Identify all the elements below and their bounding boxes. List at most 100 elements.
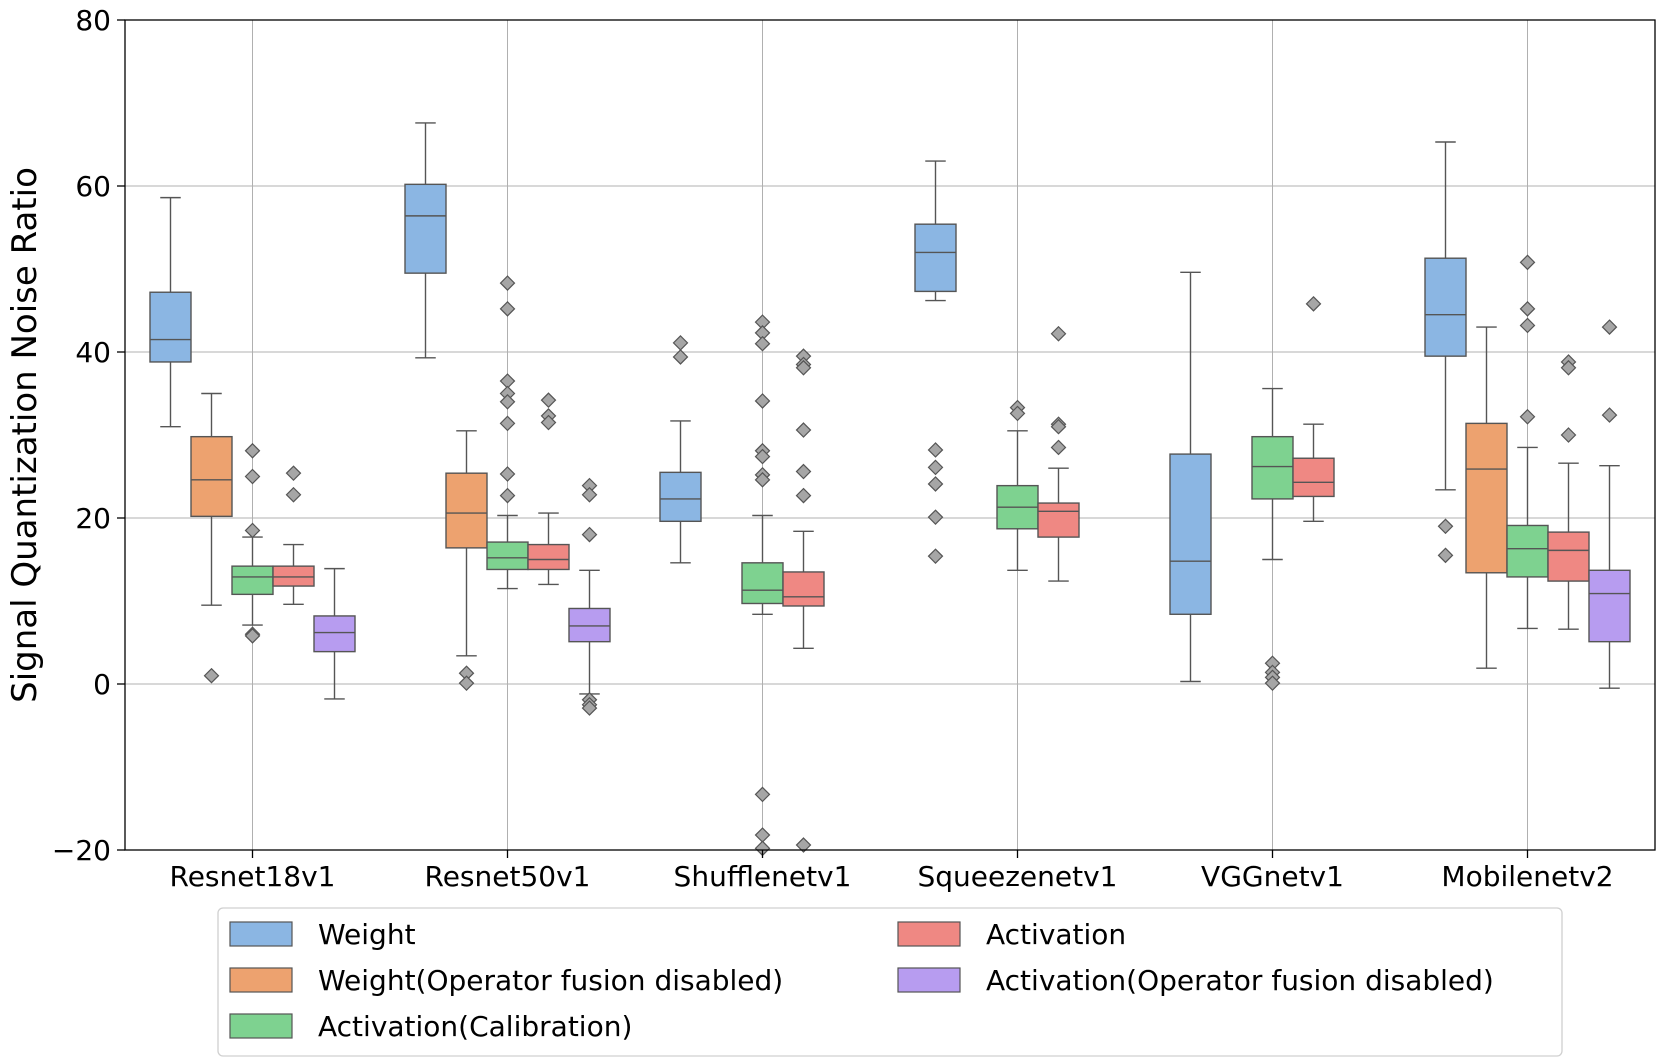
x-tick-label: Squeezenetv1	[917, 860, 1117, 893]
outlier-point	[244, 628, 261, 644]
x-tick-label: Resnet50v1	[425, 860, 591, 893]
box-mobilenetv2	[1506, 254, 1549, 630]
box-resnet50v1	[486, 275, 529, 590]
outlier-point	[1050, 439, 1067, 456]
y-tick-label: 60	[75, 170, 111, 203]
outlier-point	[1560, 359, 1577, 376]
y-axis-label: Signal Quantization Noise Ratio	[5, 167, 45, 703]
outlier-point	[1264, 675, 1281, 692]
y-tick-label: 40	[75, 336, 111, 369]
iqr-box	[1588, 569, 1631, 643]
iqr-box	[1037, 502, 1080, 538]
outlier-point	[672, 349, 689, 365]
outlier-point	[795, 359, 812, 376]
outlier-point	[1009, 405, 1026, 422]
outlier-point	[754, 393, 771, 409]
legend-swatch	[897, 967, 961, 993]
outlier-point	[927, 548, 944, 565]
outlier-point	[581, 700, 598, 716]
outlier-point	[754, 786, 771, 803]
outlier-point	[1519, 408, 1536, 425]
iqr-box	[1292, 457, 1335, 498]
outlier-point	[244, 522, 261, 539]
iqr-box	[914, 223, 957, 293]
outlier-point	[499, 466, 516, 482]
legend-frame	[217, 907, 1563, 1057]
box-mobilenetv2	[1547, 354, 1590, 630]
box-resnet18v1	[272, 465, 315, 606]
outlier-point	[795, 422, 812, 438]
outlier-point	[1305, 296, 1322, 312]
outlier-point	[1519, 254, 1536, 271]
outlier-point	[1519, 300, 1536, 317]
outlier-point	[244, 468, 261, 485]
outlier-point	[672, 335, 689, 351]
plot-frame	[124, 19, 1656, 851]
box-resnet18v1	[313, 567, 356, 700]
x-axis-ticks: Resnet18v1 Resnet50v1 Shufflenetv1 Squeezen…	[170, 850, 1614, 893]
outlier-point	[458, 675, 475, 692]
outlier-point	[1560, 427, 1577, 443]
box-mobilenetv2	[1465, 326, 1508, 669]
box-resnet50v1	[404, 122, 447, 359]
box-shufflenetv1	[741, 314, 784, 857]
y-tick-label: 80	[75, 4, 111, 37]
legend: Weight Weight(Operator fusion disabled) Ac…	[217, 907, 1563, 1057]
iqr-box	[527, 543, 570, 571]
legend-label: Weight(Operator fusion disabled)	[318, 964, 783, 997]
x-tick-label: Shufflenetv1	[674, 860, 852, 893]
iqr-box	[1169, 453, 1212, 615]
box-resnet18v1	[190, 392, 233, 684]
outlier-point	[1437, 547, 1454, 564]
outlier-point	[795, 487, 812, 504]
outlier-point	[581, 526, 598, 543]
outlier-point	[203, 667, 220, 684]
iqr-box	[231, 565, 274, 596]
outlier-point	[540, 414, 557, 431]
iqr-box	[1547, 531, 1590, 582]
x-tick-label: Mobilenetv2	[1441, 860, 1613, 893]
outlier-point	[499, 275, 516, 291]
iqr-box	[1424, 257, 1467, 357]
legend-entry: Weight(Operator fusion disabled)	[229, 964, 783, 997]
outlier-point	[244, 442, 261, 459]
box-squeezenetv1	[996, 399, 1039, 571]
x-tick-label: VGGnetv1	[1201, 860, 1344, 893]
box-resnet50v1	[527, 392, 570, 586]
iqr-box	[149, 291, 192, 363]
box-squeezenetv1	[914, 160, 957, 565]
series-activation-operator-fusion-disabled-	[313, 319, 1631, 716]
x-tick-label: Resnet18v1	[170, 860, 336, 893]
outlier-point	[795, 837, 812, 853]
box-mobilenetv2	[1424, 141, 1467, 564]
series-activation	[272, 296, 1590, 853]
box-shufflenetv1	[782, 348, 825, 853]
outlier-point	[1437, 518, 1454, 535]
box-resnet50v1	[568, 477, 611, 716]
outlier-point	[499, 393, 516, 410]
box-shufflenetv1	[659, 335, 702, 564]
legend-label: Activation(Calibration)	[318, 1010, 632, 1043]
outlier-point	[285, 465, 302, 482]
box-mobilenetv2	[1588, 319, 1631, 689]
box-vggnetv1	[1169, 271, 1212, 683]
legend-label: Activation	[986, 918, 1126, 951]
outlier-point	[754, 448, 771, 465]
legend-swatch	[229, 921, 293, 947]
series-activation-calibration-	[231, 254, 1549, 857]
outlier-point	[1050, 325, 1067, 342]
box-resnet50v1	[445, 430, 488, 692]
outlier-point	[285, 486, 302, 503]
outlier-point	[499, 300, 516, 317]
iqr-box	[404, 183, 447, 274]
iqr-box	[1251, 435, 1294, 500]
iqr-box	[741, 562, 784, 605]
y-tick-label: 20	[75, 502, 111, 535]
outlier-point	[927, 476, 944, 492]
iqr-box	[272, 565, 315, 587]
box-resnet18v1	[231, 442, 274, 644]
legend-label: Activation(Operator fusion disabled)	[986, 964, 1494, 997]
outlier-point	[754, 471, 771, 488]
outlier-point	[754, 335, 771, 352]
